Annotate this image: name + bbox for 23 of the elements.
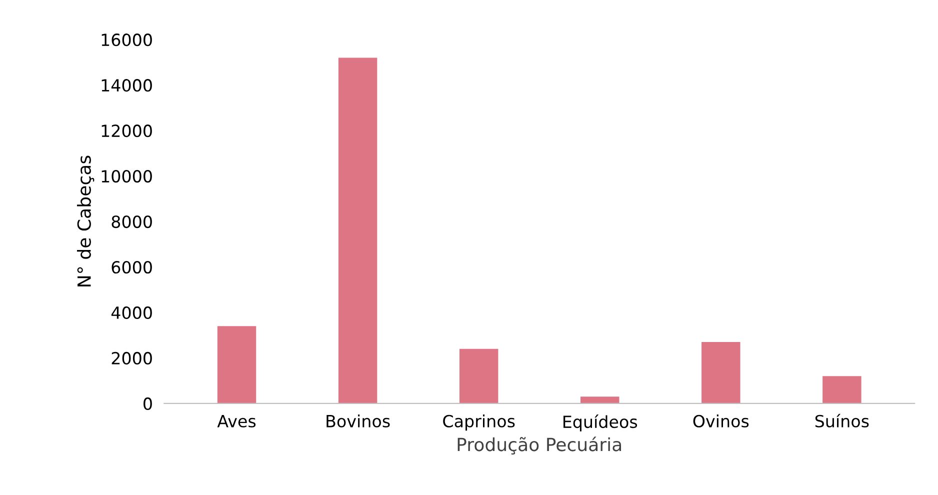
bar — [459, 348, 498, 404]
x-tick-label: Caprinos — [443, 414, 515, 431]
x-tick-label: Bovinos — [326, 414, 390, 428]
y-tick-label: 12000 — [102, 124, 152, 138]
bar — [338, 58, 378, 404]
y-tick-label: 0 — [144, 397, 152, 410]
x-tick-label: Aves — [217, 415, 256, 428]
bar — [217, 326, 256, 404]
bar — [702, 342, 740, 404]
y-tick-label: 14000 — [102, 79, 152, 92]
y-axis-title: N° de Cabeças — [76, 156, 94, 286]
y-tick-label: 16000 — [102, 34, 152, 46]
x-tick-label: Suínos — [815, 414, 869, 428]
bar — [822, 376, 862, 404]
y-tick-label: 2000 — [112, 352, 152, 365]
x-tick-label: Equídeos — [563, 414, 638, 432]
y-tick-label: 10000 — [102, 170, 152, 183]
x-tick-label: Ovinos — [693, 414, 749, 428]
y-tick-label: 8000 — [112, 215, 152, 228]
y-tick-label: 4000 — [111, 306, 152, 320]
bar — [580, 396, 620, 404]
x-axis-title: Produção Pecuária — [458, 436, 622, 455]
y-tick-label: 6000 — [112, 260, 152, 274]
